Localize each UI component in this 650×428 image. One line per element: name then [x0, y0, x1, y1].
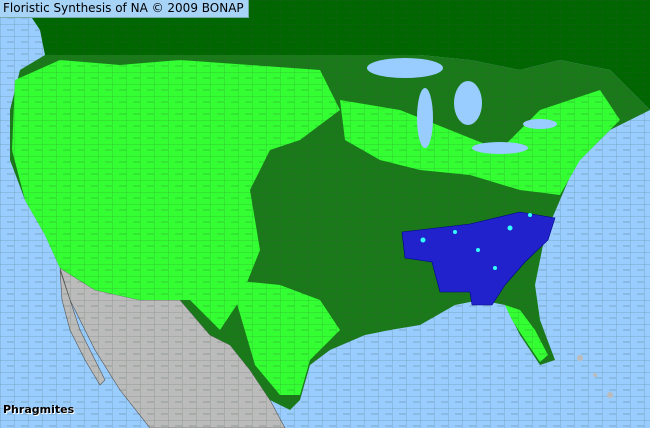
great-lakes: [367, 58, 557, 154]
species-label: Phragmites: [3, 403, 75, 416]
map-title: Floristic Synthesis of NA © 2009 BONAP: [0, 0, 249, 18]
native-highlight-southeast: [401, 211, 556, 306]
bahamas-islands: [577, 355, 613, 398]
rare-county-markers: [420, 213, 532, 270]
